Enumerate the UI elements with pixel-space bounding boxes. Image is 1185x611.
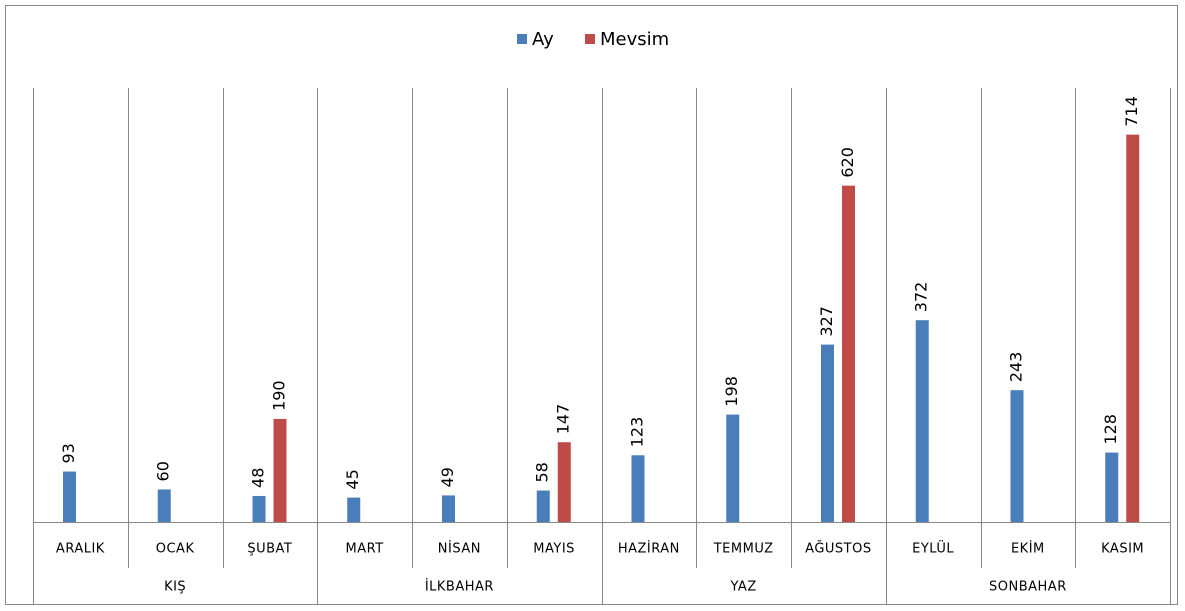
- bar: [915, 320, 929, 522]
- x-tick-label: EYLÜL: [912, 540, 954, 557]
- x-tick-label: NİSAN: [438, 541, 481, 557]
- legend-swatch: [585, 34, 595, 44]
- value-label: 128: [1101, 414, 1120, 445]
- bar: [1105, 452, 1119, 522]
- value-label: 714: [1122, 96, 1141, 127]
- x-tick-label: HAZİRAN: [618, 541, 680, 557]
- value-label: 147: [554, 404, 573, 435]
- bar: [842, 185, 855, 522]
- value-label: 243: [1007, 352, 1026, 383]
- legend-swatch: [517, 34, 527, 44]
- value-label: 58: [533, 462, 552, 482]
- value-label: 60: [154, 461, 173, 481]
- x-tick-label: EKİM: [1011, 541, 1045, 557]
- x-tick-label: AĞUSTOS: [805, 541, 871, 557]
- legend-label: Mevsim: [600, 29, 669, 50]
- bar: [1010, 390, 1024, 522]
- bar: [157, 489, 171, 522]
- bar: [726, 414, 740, 522]
- group-label: İLKBAHAR: [425, 579, 494, 595]
- x-tick-label: MAYIS: [533, 542, 575, 557]
- bar: [442, 495, 455, 522]
- bar: [557, 442, 571, 522]
- value-label: 48: [249, 468, 268, 488]
- x-tick-label: OCAK: [156, 542, 195, 557]
- x-tick-label: ŞUBAT: [247, 542, 292, 557]
- bar: [273, 418, 287, 522]
- group-label: YAZ: [730, 580, 757, 595]
- value-label: 45: [343, 469, 362, 489]
- group-label: KIŞ: [164, 580, 186, 595]
- value-label: 93: [59, 443, 78, 463]
- bar: [1126, 134, 1140, 522]
- value-label: 49: [438, 467, 457, 487]
- value-label: 372: [912, 282, 931, 313]
- legend-label: Ay: [532, 29, 554, 50]
- bar: [252, 495, 266, 522]
- x-tick-label: ARALIK: [56, 542, 105, 557]
- value-label: 198: [722, 376, 741, 407]
- bar: [63, 471, 76, 522]
- x-tick-label: KASIM: [1101, 542, 1144, 557]
- value-label: 123: [628, 417, 647, 448]
- x-tick-label: MART: [346, 542, 384, 557]
- value-label: 620: [838, 147, 857, 178]
- bar: [631, 455, 645, 522]
- value-label: 190: [270, 380, 289, 411]
- x-tick-label: TEMMUZ: [713, 542, 774, 557]
- value-label: 327: [817, 306, 836, 337]
- bar: [347, 497, 361, 522]
- group-label: SONBAHAR: [989, 580, 1067, 595]
- bar: [821, 344, 834, 522]
- chart-border: [5, 5, 1178, 605]
- bar: [536, 490, 550, 522]
